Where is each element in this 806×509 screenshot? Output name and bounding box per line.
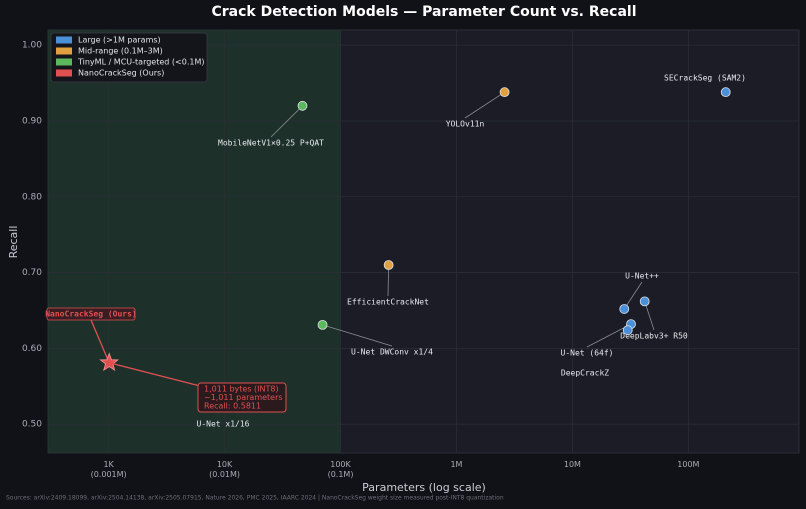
y-tick-label: 0.80	[22, 192, 42, 202]
leader-line	[644, 301, 655, 331]
point	[383, 260, 394, 270]
annotation-text: 1,011 bytes (INT8)	[204, 385, 279, 394]
chart-title: Crack Detection Models — Parameter Count…	[211, 4, 636, 20]
leader-line	[90, 319, 110, 363]
annotation-arrow	[109, 362, 201, 387]
legend-swatch	[56, 47, 72, 55]
legend-label: NanoCrackSeg (Ours)	[78, 69, 164, 78]
point-label: EfficientCrackNet	[347, 298, 429, 307]
point-label: SECrackSeg (SAM2)	[664, 74, 746, 83]
x-tick-label: 10K (0.01M)	[209, 460, 240, 479]
point-label: NanoCrackSeg (Ours)	[45, 310, 137, 319]
y-tick-label: 0.60	[22, 344, 42, 354]
point	[720, 87, 731, 98]
x-tick-label: 100M	[677, 460, 699, 469]
point-label: U-Net x1/16	[197, 420, 250, 429]
tinyml-region	[48, 30, 341, 453]
annotation-box	[197, 382, 287, 413]
legend-swatch	[56, 58, 72, 66]
legend: Large (>1M params) Mid-range (0.1M–3M) Tin…	[50, 32, 208, 83]
x-tick-label: 100K (0.1M)	[328, 460, 354, 479]
annotation-text: Recall: 0.5811	[204, 402, 261, 411]
legend-label: TinyML / MCU-targeted (<0.1M)	[77, 58, 204, 67]
legend-swatch	[56, 36, 72, 44]
point-label: U-Net (64f)	[561, 349, 614, 358]
x-tick-label: 1M	[450, 460, 462, 469]
y-tick-label: 0.90	[22, 116, 42, 126]
point	[297, 100, 308, 111]
source-note: Sources: arXiv:2409.18099, arXiv:2504.14…	[6, 495, 504, 502]
point-label: DeepLabv3+ R50	[620, 332, 688, 341]
star-point	[99, 352, 120, 372]
y-tick-label: 0.70	[22, 268, 42, 278]
leader-line	[623, 281, 643, 310]
point	[317, 319, 328, 330]
point	[622, 325, 633, 336]
leader-line	[464, 91, 505, 119]
point-label: YOLOv11n	[446, 120, 485, 129]
point-label: MobileNetV1×0.25 P+QAT	[218, 139, 324, 148]
legend-box	[50, 32, 208, 83]
point-label: U-Net++	[625, 272, 659, 281]
legend-swatch	[56, 69, 72, 77]
label-box	[46, 307, 136, 321]
annotation-text: ~1,011 parameters	[204, 393, 283, 402]
y-tick-label: 0.50	[22, 420, 42, 430]
x-axis-label: Parameters (log scale)	[362, 481, 486, 494]
point-label: U-Net DWConv x1/4	[351, 348, 433, 357]
x-tick-label: 10M	[564, 460, 581, 469]
point	[639, 296, 650, 307]
point	[499, 87, 510, 98]
leader-line	[322, 324, 393, 347]
leader-line	[387, 264, 390, 297]
point	[619, 304, 630, 314]
x-tick-label: 1K (0.001M)	[91, 460, 127, 479]
y-axis-label: Recall	[7, 226, 20, 259]
y-tick-label: 1.00	[22, 41, 42, 51]
leader-line	[270, 105, 303, 138]
legend-label: Mid-range (0.1M–3M)	[78, 47, 163, 56]
point-label: DeepCrackZ	[561, 369, 609, 378]
legend-label: Large (>1M params)	[78, 36, 161, 45]
